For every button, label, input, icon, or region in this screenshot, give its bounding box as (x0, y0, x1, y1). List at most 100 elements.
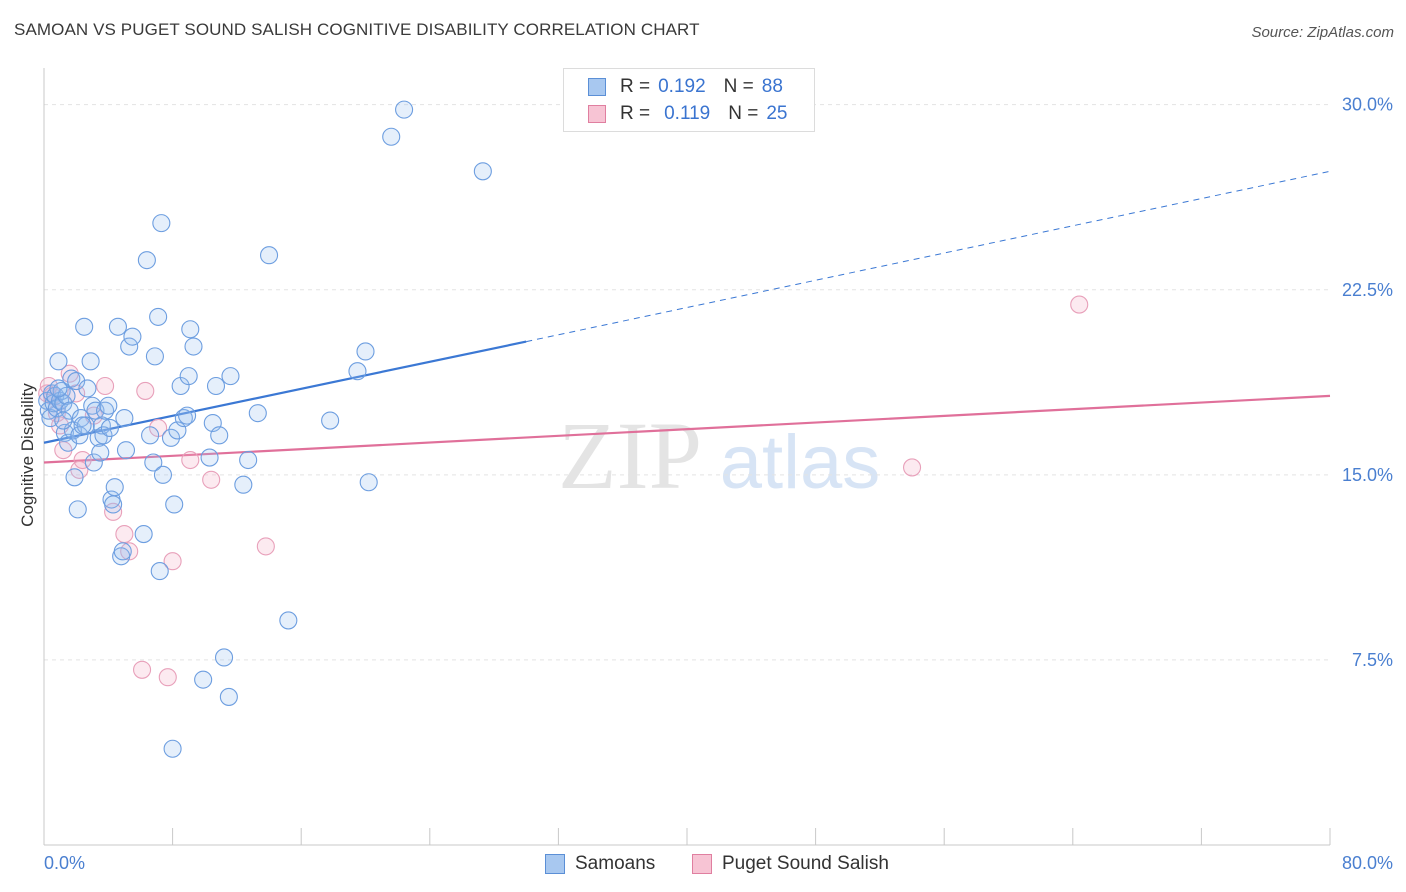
legend-r-value: 0.119 (664, 103, 711, 124)
samoans-point (49, 352, 68, 371)
samoans-point (60, 401, 79, 420)
bottom-legend-swatch-samoans (545, 854, 565, 874)
samoans-point (359, 473, 378, 492)
samoans-point (145, 347, 164, 366)
y-tick-label: 7.5% (1352, 650, 1393, 670)
samoans-point (105, 478, 124, 497)
samoans-points (38, 100, 492, 758)
y-tick-labels: 7.5% 15.0% 22.5% 30.0% (1342, 95, 1393, 670)
samoans-point (184, 337, 203, 356)
bottom-legend-label-samoans: Samoans (575, 853, 656, 874)
samoans-point (200, 448, 219, 467)
legend-r-label: R = (620, 103, 651, 124)
axes (43, 68, 1331, 846)
samoans-point (219, 687, 238, 706)
legend-n-value: 88 (761, 76, 783, 97)
samoans-point (100, 418, 119, 438)
samoans-point (161, 428, 181, 447)
samoans-point (78, 379, 97, 398)
samoans-point (234, 475, 253, 494)
samoans-point (67, 372, 86, 391)
y-axis-label: Cognitive Disability (18, 383, 37, 527)
samoans-point (321, 411, 340, 430)
samoans-point (356, 342, 375, 361)
samoans-point (259, 246, 279, 265)
samoans-point (116, 441, 136, 460)
samoans-point (49, 379, 68, 398)
samoans-point (94, 426, 113, 445)
salish-point (181, 450, 200, 470)
samoans-point (382, 127, 401, 146)
y-tick-label: 30.0% (1342, 95, 1393, 115)
watermark: ZIP atlas (558, 402, 880, 509)
watermark-atlas: atlas (720, 420, 881, 505)
salish-point (96, 376, 115, 396)
samoans-point (221, 367, 240, 386)
samoans-point (108, 317, 127, 336)
salish-point (1070, 295, 1089, 314)
samoans-point (179, 367, 198, 386)
salish-point (256, 537, 275, 556)
samoans-point (214, 648, 234, 667)
legend: R = 0.192 N = 88 R = 0.119 N = 25 (563, 68, 815, 132)
legend-r-label: R = (620, 76, 651, 97)
samoans-point (165, 495, 184, 514)
legend-n-label: N = (728, 103, 759, 124)
samoans-point (62, 369, 81, 388)
samoans-point (248, 404, 267, 423)
samoans-point (104, 495, 123, 514)
bottom-legend-label-salish: Puget Sound Salish (722, 853, 889, 874)
samoans-point (174, 409, 193, 428)
salish-point (73, 450, 92, 470)
samoans-point (120, 337, 139, 356)
samoans-point (54, 411, 73, 430)
samoans-point (150, 562, 169, 581)
legend-row-samoans: R = 0.192 N = 88 (588, 75, 783, 99)
salish-point (136, 381, 155, 400)
samoans-point (84, 453, 103, 472)
samoans-trend-extension (526, 170, 1331, 343)
samoans-point (163, 739, 182, 758)
salish-trend (43, 394, 1331, 464)
samoans-point (134, 525, 153, 544)
salish-point (902, 458, 922, 477)
samoans-point (91, 443, 110, 462)
samoans-point (210, 426, 229, 445)
samoans-point (279, 611, 298, 630)
salish-point (133, 660, 152, 679)
samoans-point (141, 426, 160, 445)
samoans-point (348, 362, 367, 381)
samoans-point (149, 307, 168, 326)
legend-swatch-samoans (588, 78, 606, 96)
x-tick-label: 80.0% (1342, 853, 1393, 873)
samoans-point (81, 352, 100, 371)
samoans-point (152, 214, 171, 233)
legend-n-label: N = (723, 76, 754, 97)
samoans-point (123, 327, 142, 346)
samoans-point (144, 453, 163, 472)
samoans-point (75, 317, 94, 336)
samoans-point (153, 465, 173, 484)
samoans-point (178, 406, 197, 425)
bottom-legend-salish: Puget Sound Salish (692, 851, 889, 877)
samoans-point (113, 542, 132, 561)
salish-point (115, 525, 134, 544)
legend-row-salish: R = 0.119 N = 25 (588, 102, 788, 126)
bottom-legend-swatch-salish (692, 854, 712, 874)
chart-title: SAMOAN VS PUGET SOUND SALISH COGNITIVE D… (14, 20, 700, 39)
samoans-point (68, 500, 87, 519)
samoans-point (73, 416, 92, 435)
samoans-point (115, 409, 134, 428)
salish-trend-line (43, 394, 1331, 464)
watermark-zip: ZIP (558, 402, 702, 509)
x-tick-labels: 0.0% 80.0% (44, 853, 1393, 873)
salish-point (163, 552, 182, 571)
y-tick-label: 15.0% (1342, 465, 1393, 485)
legend-r-value: 0.192 (658, 76, 706, 97)
samoans-point (194, 670, 213, 689)
source-label: Source: ZipAtlas.com (1251, 24, 1394, 41)
samoans-point (473, 162, 492, 181)
samoans-point (181, 320, 200, 339)
samoans-point (137, 251, 156, 270)
